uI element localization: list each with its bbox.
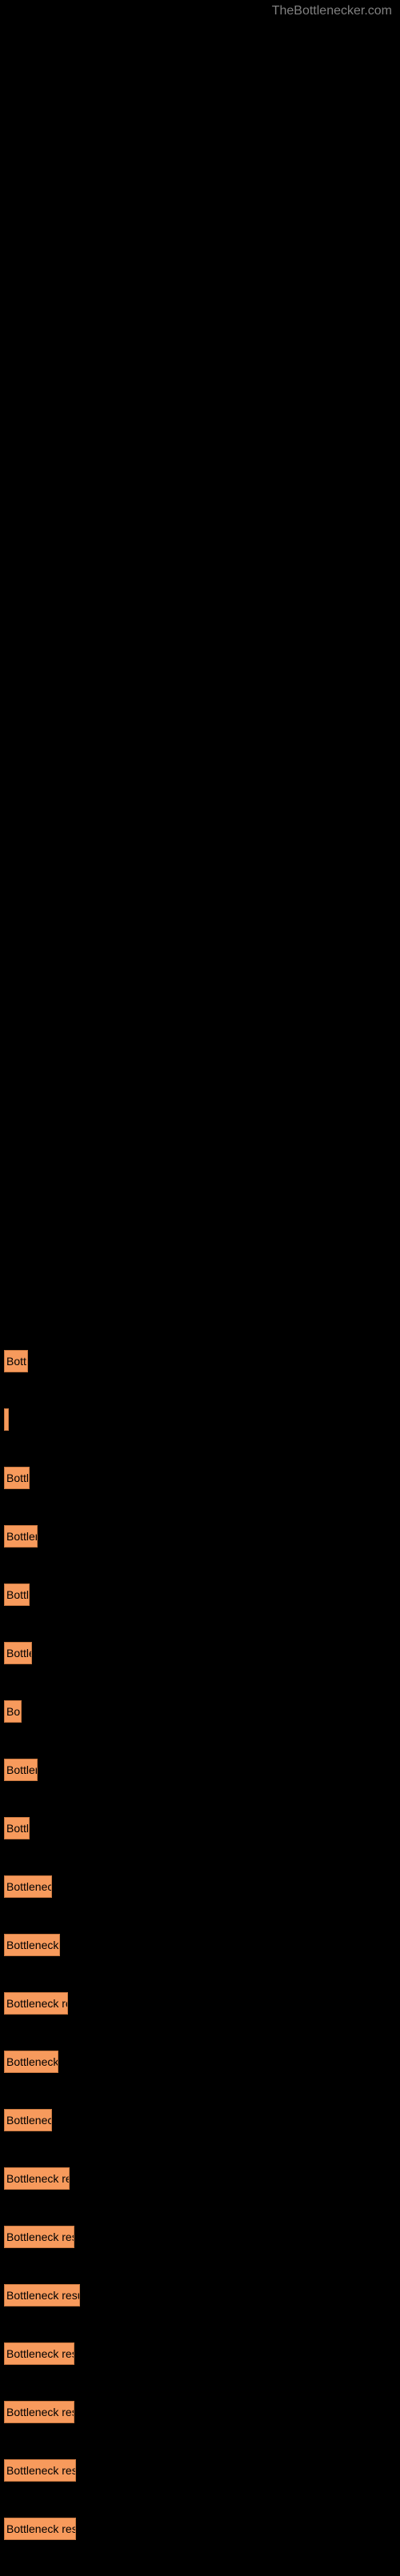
chart-bar: Bottleneck resu — [4, 2051, 58, 2073]
chart-bar: Bottlened — [4, 1525, 38, 1548]
chart-bar: Bottlened — [4, 1759, 38, 1781]
chart-bar: Bottleneck result f — [4, 2284, 80, 2306]
chart-bar: Bottle — [4, 1467, 30, 1489]
chart-bar: Bottleneck resu — [4, 1934, 60, 1956]
bar-label: Bottleneck resu — [6, 1939, 60, 1951]
top-spacer — [0, 22, 400, 1350]
chart-bar: Bottleneck results — [4, 1992, 68, 2015]
bar-label: Bottlen — [6, 1647, 32, 1659]
bar-row: Bottleneck resu — [4, 1934, 396, 1956]
bar-label: Bottleneck result — [6, 2347, 74, 2360]
bar-row: Bott — [4, 1350, 396, 1372]
bar-row: Bottleneck re — [4, 1875, 396, 1898]
bar-row: Bottleneck result f — [4, 2284, 396, 2306]
bar-label: Bottleneck results — [6, 1997, 68, 2010]
chart-bar: Bottle — [4, 1817, 30, 1839]
bar-label: Bottleneck resu — [6, 2055, 58, 2068]
bar-label: Bottleneck result — [6, 2406, 74, 2418]
bar-row: Bottleneck results — [4, 1992, 396, 2015]
bar-row: Bottleneck result — [4, 2459, 396, 2482]
bar-label: Bottleneck r — [6, 2114, 52, 2127]
bar-label: Bottle — [6, 1588, 30, 1601]
chart-bar: Bottleneck result — [4, 2226, 74, 2248]
bar-row: Bo — [4, 1700, 396, 1723]
bar-row: Bottleneck results — [4, 2167, 396, 2190]
chart-bar: Bo — [4, 1700, 22, 1723]
bar-row: Bottleneck result — [4, 2342, 396, 2365]
bar-row: Bottle — [4, 1817, 396, 1839]
chart-bar: Bottleneck results — [4, 2167, 70, 2190]
bar-row: Bottleneck r — [4, 2109, 396, 2131]
bar-row: Bottleneck resu — [4, 2051, 396, 2073]
bar-label: Bottleneck result — [6, 2231, 74, 2243]
chart-bar: Bottlen — [4, 1642, 32, 1664]
bar-label: Bottle — [6, 1472, 30, 1484]
bar-label: Bottleneck result f — [6, 2289, 80, 2302]
bar-label: Bott — [6, 1355, 26, 1368]
chart-bar: Bottleneck result — [4, 2342, 74, 2365]
bar-label: Bottleneck results — [6, 2172, 70, 2185]
bar-row: Bottlen — [4, 1642, 396, 1664]
bar-label: Bottleneck re — [6, 1880, 52, 1893]
bar-label: Bottleneck result — [6, 2464, 76, 2477]
bar-label: Bottle — [6, 1822, 30, 1835]
bar-label: Bottlened — [6, 1530, 38, 1543]
chart-bar: Bottleneck r — [4, 2109, 52, 2131]
chart-bar: Bottleneck result — [4, 2401, 74, 2423]
bar-label: Bottlened — [6, 1763, 38, 1776]
bar-row: Bottlened — [4, 1759, 396, 1781]
bar-row: Bottleneck result — [4, 2401, 396, 2423]
bar-row — [4, 1408, 396, 1431]
bar-row: Bottlened — [4, 1525, 396, 1548]
bar-row: Bottleneck result — [4, 2226, 396, 2248]
chart-bar: Bott — [4, 1350, 28, 1372]
chart-container: Bott Bottle Bottlened Bottle Bottlen Bo Bottle… — [0, 1350, 400, 2540]
chart-bar: Bottleneck result — [4, 2518, 76, 2540]
chart-bar: Bottleneck result — [4, 2459, 76, 2482]
bar-row: Bottleneck result — [4, 2518, 396, 2540]
chart-bar — [4, 1408, 9, 1431]
bar-label: Bo — [6, 1705, 20, 1718]
chart-bar: Bottleneck re — [4, 1875, 52, 1898]
bar-label: Bottleneck result — [6, 2522, 76, 2535]
watermark: TheBottlenecker.com — [0, 0, 400, 22]
bar-row: Bottle — [4, 1584, 396, 1606]
bar-row: Bottle — [4, 1467, 396, 1489]
chart-bar: Bottle — [4, 1584, 30, 1606]
